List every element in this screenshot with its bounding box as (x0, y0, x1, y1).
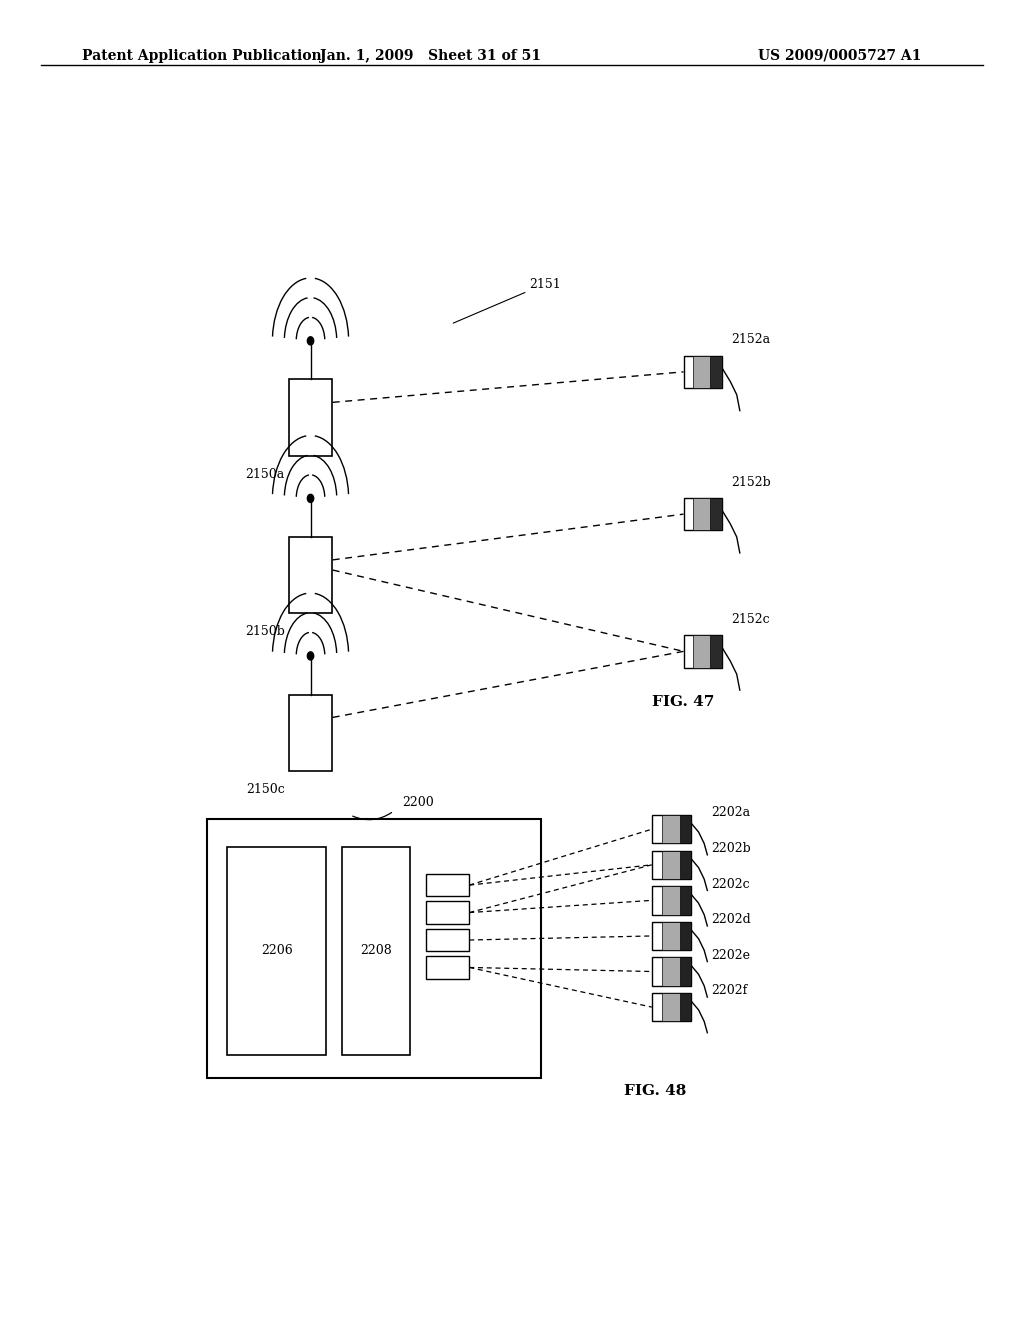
Circle shape (307, 337, 313, 345)
Bar (711, 498, 722, 531)
Bar (289, 694, 333, 771)
Bar (680, 957, 691, 986)
Text: 2204c: 2204c (431, 936, 464, 945)
Text: 2150a: 2150a (246, 467, 285, 480)
Bar (652, 886, 691, 915)
Bar (662, 850, 680, 879)
Text: 2200: 2200 (401, 796, 433, 809)
Text: 2202f: 2202f (712, 985, 748, 998)
Text: Patent Application Publication: Patent Application Publication (82, 49, 322, 63)
Bar (684, 498, 722, 531)
Bar (652, 921, 691, 950)
Bar (711, 355, 722, 388)
Text: 2202d: 2202d (712, 913, 751, 927)
Bar (426, 902, 469, 924)
Text: 2202b: 2202b (712, 842, 751, 855)
Text: Jan. 1, 2009   Sheet 31 of 51: Jan. 1, 2009 Sheet 31 of 51 (319, 49, 541, 63)
Bar (680, 993, 691, 1022)
Bar (684, 355, 722, 388)
Text: 2206: 2206 (261, 944, 293, 957)
FancyArrowPatch shape (352, 813, 391, 820)
Text: 2204a: 2204a (431, 880, 464, 890)
Text: 2204b: 2204b (431, 908, 464, 917)
Bar (662, 921, 680, 950)
Bar (426, 956, 469, 978)
Bar (693, 498, 711, 531)
Bar (680, 814, 691, 843)
Bar (652, 957, 691, 986)
Text: FIG. 47: FIG. 47 (652, 696, 714, 709)
Circle shape (307, 494, 313, 503)
Text: 2150b: 2150b (245, 626, 285, 639)
Bar (289, 537, 333, 614)
Circle shape (307, 652, 313, 660)
Text: 2202a: 2202a (712, 807, 751, 820)
Text: FIG. 48: FIG. 48 (624, 1085, 686, 1098)
Text: 2204d: 2204d (431, 964, 464, 972)
Bar (711, 635, 722, 668)
Text: 2150c: 2150c (246, 783, 285, 796)
Bar (227, 846, 327, 1055)
Bar (652, 993, 691, 1022)
Text: 2202e: 2202e (712, 949, 751, 962)
Bar (207, 818, 541, 1078)
Text: 2208: 2208 (360, 944, 392, 957)
Bar (662, 993, 680, 1022)
Bar (426, 929, 469, 952)
Text: 2202c: 2202c (712, 878, 750, 891)
Bar (426, 874, 469, 896)
Bar (342, 846, 410, 1055)
Text: US 2009/0005727 A1: US 2009/0005727 A1 (758, 49, 922, 63)
Text: 2152c: 2152c (731, 612, 770, 626)
Bar (662, 886, 680, 915)
Bar (662, 814, 680, 843)
Bar (652, 814, 691, 843)
Bar (680, 921, 691, 950)
Bar (680, 850, 691, 879)
Bar (693, 635, 711, 668)
Text: 2152b: 2152b (731, 475, 771, 488)
Text: 2151: 2151 (528, 277, 560, 290)
Bar (680, 886, 691, 915)
Bar (662, 957, 680, 986)
Bar (652, 850, 691, 879)
Bar (684, 635, 722, 668)
Bar (289, 379, 333, 455)
Bar (693, 355, 711, 388)
Text: 2152a: 2152a (731, 334, 770, 346)
